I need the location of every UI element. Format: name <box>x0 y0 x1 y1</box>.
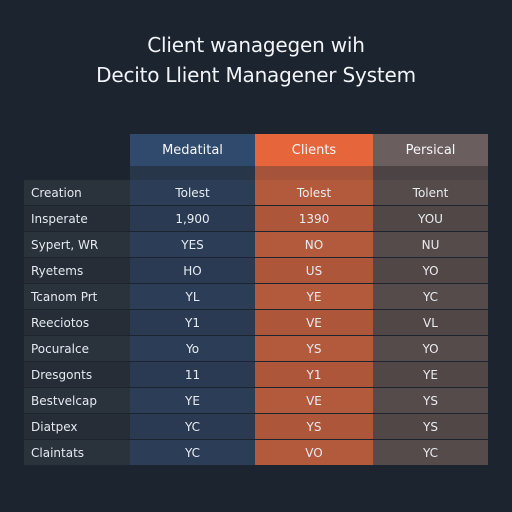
row-label: Creation <box>24 180 130 205</box>
table-header-row: Medatital Clients Persical <box>24 134 488 166</box>
row-label: Sypert, WR <box>24 232 130 257</box>
table-cell: Yo <box>130 336 255 361</box>
column-header-clients[interactable]: Clients <box>255 134 373 166</box>
row-label: Bestvelcap <box>24 388 130 413</box>
table-cell: YC <box>130 440 255 465</box>
table-row: Dresgonts 11 Y1 YE <box>24 362 488 388</box>
table-cell: YC <box>373 440 488 465</box>
table-cell: YE <box>255 284 373 309</box>
table-cell: YS <box>255 414 373 439</box>
table-row: Pocuralce Yo YS YO <box>24 336 488 362</box>
header-divider <box>24 166 488 180</box>
table-cell: YE <box>373 362 488 387</box>
table-cell: YES <box>130 232 255 257</box>
table-row: Diatpex YC YS YS <box>24 414 488 440</box>
table-row: Ryetems HO US YO <box>24 258 488 284</box>
table-cell: VO <box>255 440 373 465</box>
row-label: Claintats <box>24 440 130 465</box>
table-cell: NO <box>255 232 373 257</box>
table-cell: 1,900 <box>130 206 255 231</box>
column-header-medatital[interactable]: Medatital <box>130 134 255 166</box>
table-row: Claintats YC VO YC <box>24 440 488 466</box>
table-row: Bestvelcap YE VE YS <box>24 388 488 414</box>
table-cell: Tolest <box>130 180 255 205</box>
table-cell: Tolest <box>255 180 373 205</box>
table-cell: YO <box>373 336 488 361</box>
table-cell: Y1 <box>255 362 373 387</box>
table-cell: YS <box>373 414 488 439</box>
header-blank-cell <box>24 134 130 166</box>
table-cell: YO <box>373 258 488 283</box>
row-label: Diatpex <box>24 414 130 439</box>
table-row: Sypert, WR YES NO NU <box>24 232 488 258</box>
column-header-persical[interactable]: Persical <box>373 134 488 166</box>
row-label: Ryetems <box>24 258 130 283</box>
table-cell: VE <box>255 310 373 335</box>
table-cell: YS <box>255 336 373 361</box>
table-cell: YOU <box>373 206 488 231</box>
table-cell: Y1 <box>130 310 255 335</box>
page-title: Client wanagegen wih <box>147 33 365 57</box>
table-cell: Tolent <box>373 180 488 205</box>
table-cell: US <box>255 258 373 283</box>
table-row: Insperate 1,900 1390 YOU <box>24 206 488 232</box>
table-cell: 1390 <box>255 206 373 231</box>
table-row: Reeciotos Y1 VE VL <box>24 310 488 336</box>
table-cell: 11 <box>130 362 255 387</box>
table-row: Creation Tolest Tolest Tolent <box>24 180 488 206</box>
table-cell: VL <box>373 310 488 335</box>
table-row: Tcanom Prt YL YE YC <box>24 284 488 310</box>
title-block: Client wanagegen wih Decito Llient Manag… <box>0 32 512 88</box>
table-cell: YE <box>130 388 255 413</box>
row-label: Reeciotos <box>24 310 130 335</box>
table-cell: YC <box>373 284 488 309</box>
row-label: Dresgonts <box>24 362 130 387</box>
row-label: Insperate <box>24 206 130 231</box>
table-cell: YS <box>373 388 488 413</box>
table-cell: YL <box>130 284 255 309</box>
table-cell: VE <box>255 388 373 413</box>
row-label: Pocuralce <box>24 336 130 361</box>
row-label: Tcanom Prt <box>24 284 130 309</box>
table-cell: NU <box>373 232 488 257</box>
comparison-table: Medatital Clients Persical Creation Tole… <box>24 134 488 466</box>
table-cell: YC <box>130 414 255 439</box>
table-cell: HO <box>130 258 255 283</box>
page-subtitle: Decito Llient Managener System <box>96 63 416 87</box>
